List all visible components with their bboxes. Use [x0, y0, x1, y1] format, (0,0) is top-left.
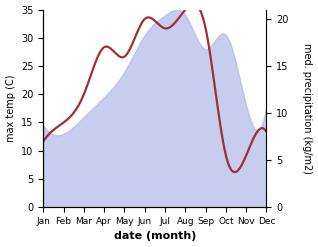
X-axis label: date (month): date (month) — [114, 231, 196, 242]
Y-axis label: max temp (C): max temp (C) — [5, 75, 16, 142]
Y-axis label: med. precipitation (kg/m2): med. precipitation (kg/m2) — [302, 43, 313, 174]
